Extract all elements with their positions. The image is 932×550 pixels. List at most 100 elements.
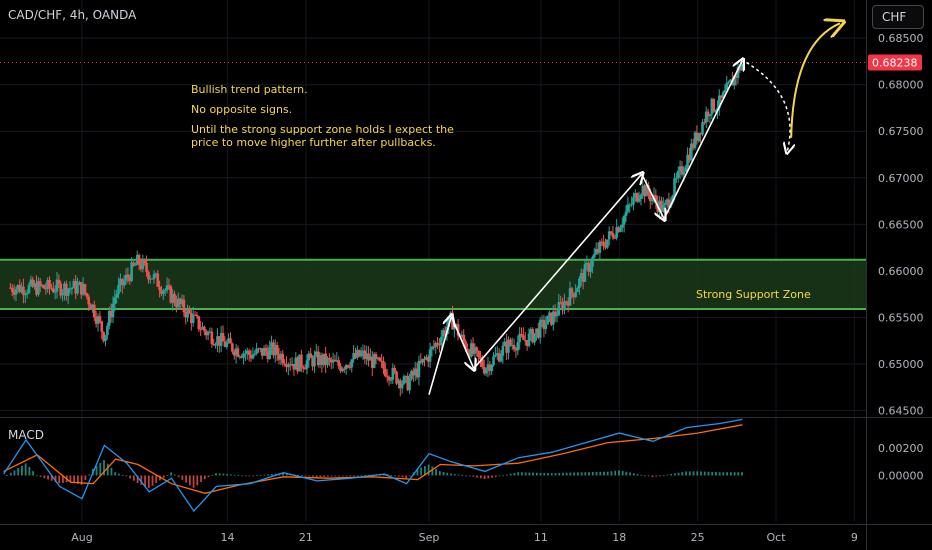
candle-body [137,254,141,265]
candle-body [376,357,380,359]
candle-body [516,342,520,351]
candle-body [697,132,701,142]
macd-histogram-bar [494,475,497,477]
candle-body [126,274,130,278]
macd-histogram-bar [539,472,542,476]
candle-body [514,349,518,351]
macd-histogram-bar [229,474,232,476]
macd-histogram-bar [297,474,299,476]
candle-body [51,288,55,293]
macd-histogram-bar [394,475,396,477]
candle-body [647,184,650,195]
macd-histogram-bar [621,471,624,476]
candle-body [255,348,258,354]
macd-histogram-bar [106,463,109,476]
candle-body [398,380,402,389]
candle-body [678,166,682,171]
impulse-leg-2 [473,174,642,370]
candle-body [553,311,557,317]
candle-body [654,195,658,203]
candle-body [81,284,85,295]
macd-histogram-bar [323,475,326,477]
candle-body [585,263,589,265]
candle-body [596,248,600,253]
time-tick-label: 21 [299,531,313,544]
candle-body [229,338,232,344]
candle-body [453,325,456,330]
macd-label: MACD [8,428,44,442]
candle-body [466,348,469,351]
candle-body [33,283,36,287]
candle-body [425,356,428,360]
note-2: No opposite signs. [191,103,293,116]
candle-body [613,237,617,239]
candle-body [9,287,12,289]
candle-body [154,273,158,275]
candle-body [486,364,490,370]
candle-body [492,356,495,366]
macd-signal-line [3,424,743,494]
candle-body [352,353,355,360]
time-tick-label: Aug [71,531,92,544]
candle-body [354,353,357,358]
macd-histogram-bar [431,466,434,476]
candle-body [417,360,421,378]
macd-histogram-bar [610,471,613,476]
candle-body [300,354,303,368]
candle-body [188,309,191,314]
candle-body [55,279,59,292]
candle-body [658,200,661,212]
candle-body [268,347,271,360]
macd-histogram-bar [446,472,449,476]
macd-histogram-bar [162,475,165,478]
candle-body [27,284,31,293]
candle-body [281,353,285,364]
currency-button[interactable]: CHF [872,5,924,29]
macd-histogram-bar [401,475,404,478]
candle-body [288,364,292,366]
macd-histogram-bar [647,475,650,477]
candle-body [591,257,594,267]
candle-body [391,367,395,380]
candle-body [630,204,633,206]
macd-histogram-bar [233,474,236,476]
macd-histogram-bar [513,473,516,476]
candle-body [148,278,152,280]
candle-body [10,287,14,292]
candle-body [79,282,83,295]
candle-body [163,290,167,292]
candle-body [565,301,568,303]
macd-histogram-bar [673,473,676,476]
candle-body [107,311,111,326]
candle-body [555,315,559,317]
candle-body [272,342,275,356]
candle-body [31,279,35,287]
macd-histogram-bar [356,475,359,477]
candle-body [374,354,378,359]
candle-body [606,239,609,248]
candle-body [134,264,137,266]
candle-body [318,355,322,366]
candle-body [50,287,53,289]
candle-body [309,353,313,358]
macd-histogram-bar [200,475,202,483]
candle-body [645,184,648,197]
candle-body [195,314,199,317]
candle-body [648,194,652,202]
macd-histogram-bar [632,473,635,476]
macd-histogram-bar [47,475,49,480]
candle-body [109,311,113,318]
macd-histogram-bar [715,472,717,476]
candle-body [432,346,436,348]
macd-histogram-bar [99,463,102,476]
macd-histogram-bar [39,475,42,477]
candle-body [369,356,372,361]
support-zone-fill [0,259,866,310]
price-tick-label: 0.68500 [878,32,924,45]
macd-histogram-bar [438,471,441,476]
candle-body [219,333,223,346]
candle-body [456,324,460,336]
candle-body [688,154,691,161]
